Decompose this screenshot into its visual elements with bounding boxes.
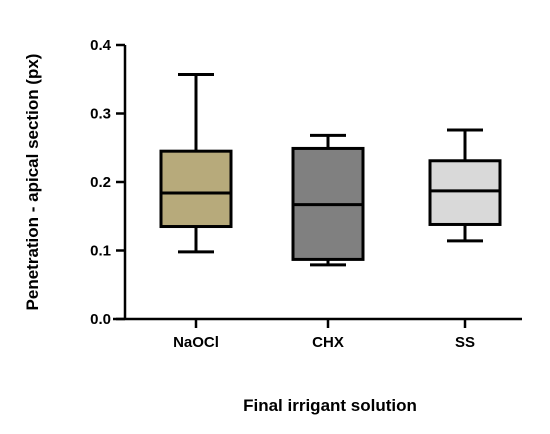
x-category-label: CHX xyxy=(312,334,344,351)
x-category-label: NaOCl xyxy=(173,334,219,351)
y-ticks: 0.0 0.1 0.2 0.3 0.4 xyxy=(90,37,125,328)
x-category-label: SS xyxy=(455,334,475,351)
boxes xyxy=(159,72,502,267)
y-tick-label: 0.1 xyxy=(90,243,111,260)
x-axis-title: Final irrigant solution xyxy=(243,396,417,415)
y-axis-title: Penetration - apical section (px) xyxy=(23,54,42,311)
box-naocl xyxy=(159,72,233,254)
box-ss xyxy=(428,128,502,243)
box-chx xyxy=(291,133,365,267)
x-category-labels: NaOCl CHX SS xyxy=(173,319,475,351)
y-tick-label: 0.4 xyxy=(90,37,112,54)
y-tick-label: 0.2 xyxy=(90,174,111,191)
iqr-box xyxy=(159,149,233,229)
y-tick-label: 0.3 xyxy=(90,106,111,123)
iqr-box xyxy=(428,159,502,226)
y-tick-label: 0.0 xyxy=(90,311,111,328)
